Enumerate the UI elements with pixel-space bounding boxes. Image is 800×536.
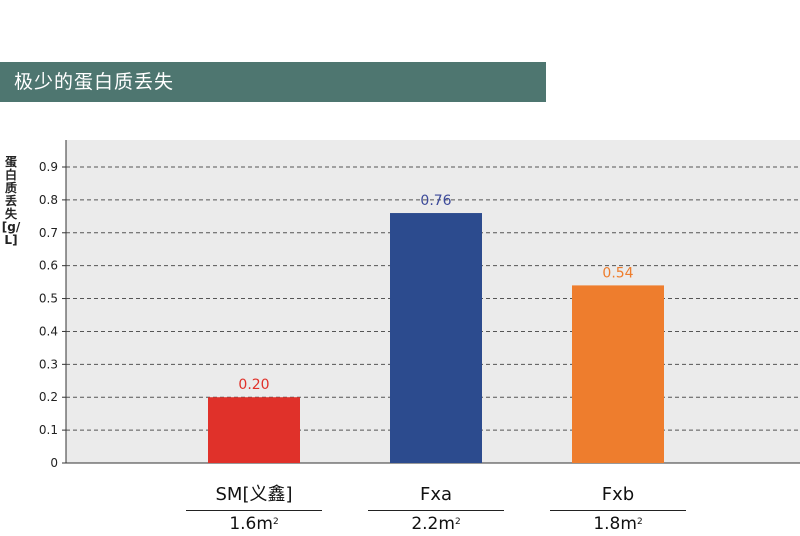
category-name: Fxb: [601, 484, 635, 505]
chart-title-bar: 极少的蛋白质丢失: [0, 62, 546, 102]
category-sublabel: 2.2m2: [411, 514, 461, 534]
category-sublabel: 1.6m2: [229, 514, 279, 534]
unit-superscript: 2: [454, 517, 461, 527]
category-label-group: Fxa 2.2m2: [368, 484, 504, 535]
y-tick-label: 0.3: [39, 357, 58, 371]
category-label-group: Fxb 1.8m2: [550, 484, 686, 535]
category-name: SM[义鑫]: [215, 484, 293, 505]
y-tick-label: 0.7: [39, 226, 58, 240]
y-tick-label: 0.5: [39, 292, 58, 306]
bar: [208, 397, 300, 463]
category-divider: [186, 510, 322, 511]
category-name: Fxa: [419, 484, 453, 505]
y-tick-label: 0.9: [39, 160, 58, 174]
bar-chart: 0 0.1 0.2 0.3 0.4 0.5 0.6 0.7 0.8 0.9 0.20 0.76 0.54: [39, 140, 800, 470]
chart-title: 极少的蛋白质丢失: [14, 71, 175, 93]
bar-value-label: 0.54: [602, 265, 633, 281]
unit-superscript: 2: [272, 517, 279, 527]
category-divider: [550, 510, 686, 511]
category-divider: [368, 510, 504, 511]
unit-superscript: 2: [636, 517, 643, 527]
bar: [572, 285, 664, 463]
y-tick-label: 0: [50, 456, 58, 470]
y-tick-label: 0.6: [39, 259, 58, 273]
category-sublabel: 1.8m2: [593, 514, 643, 534]
bar-value-label: 0.20: [238, 377, 269, 393]
y-axis-label: 蛋白质丢失[g/L]: [1, 155, 21, 247]
y-tick-label: 0.2: [39, 390, 58, 404]
y-tick-label: 0.8: [39, 193, 58, 207]
y-tick-label: 0.4: [39, 324, 58, 338]
bar: [390, 213, 482, 463]
y-tick-label: 0.1: [39, 423, 58, 437]
bar-value-label: 0.76: [420, 193, 451, 209]
category-label-group: SM[义鑫] 1.6m2: [186, 484, 322, 535]
